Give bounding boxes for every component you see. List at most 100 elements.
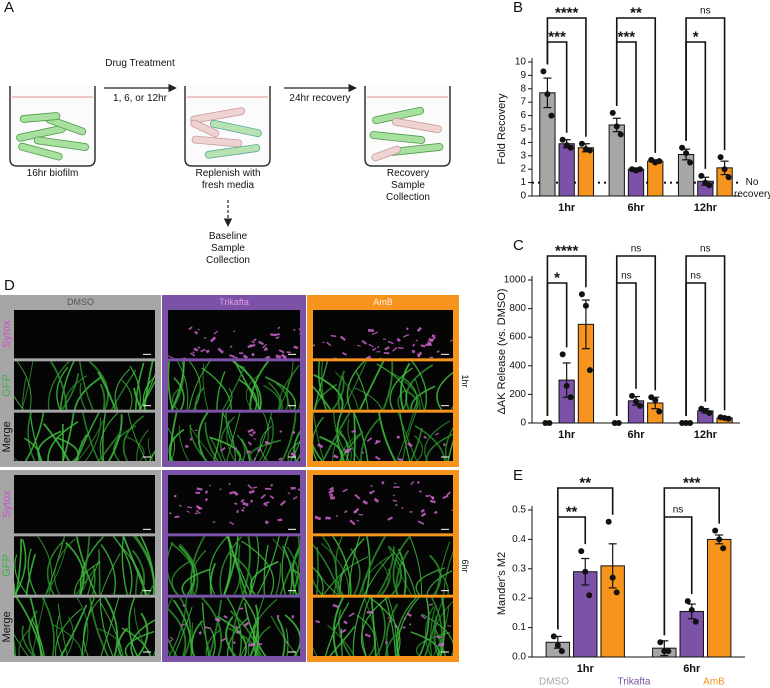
sytox-signal [392, 494, 396, 497]
micrograph-content [168, 361, 300, 410]
hypha [18, 628, 31, 657]
hypha [229, 610, 261, 657]
sytox-signal [277, 518, 283, 522]
data-point [546, 420, 553, 426]
hypha [384, 597, 397, 657]
hypha [100, 544, 116, 595]
reference-label: No recovery [734, 176, 770, 200]
hypha [376, 363, 408, 410]
data-point [712, 527, 719, 534]
legend-entry: DMSO [539, 677, 569, 688]
sytox-signal [417, 520, 425, 525]
data-point [725, 174, 732, 181]
panel-label: C [513, 237, 524, 254]
sytox-signal [397, 458, 403, 461]
sytox-signal [173, 494, 177, 498]
sytox-signal [325, 516, 331, 520]
hypha [397, 389, 406, 410]
sytox-signal [275, 354, 282, 359]
sytox-signal [361, 451, 365, 454]
significance-label: ns [673, 505, 684, 516]
sytox-signal [374, 455, 381, 461]
sytox-signal [351, 429, 356, 433]
hypha [100, 553, 121, 595]
hypha [127, 412, 148, 461]
sytox-signal [208, 484, 212, 487]
y-tick-label: 10 [515, 57, 527, 68]
hypha [75, 412, 100, 461]
hypha [313, 416, 324, 461]
hypha [142, 375, 155, 410]
micrograph [168, 412, 300, 461]
sytox-signal [423, 435, 427, 439]
sytox-signal [246, 450, 251, 454]
data-point [706, 409, 713, 416]
hypha [82, 412, 100, 461]
sytox-signal [349, 519, 356, 526]
hypha [263, 545, 269, 595]
sytox-signal [210, 336, 217, 343]
sytox-signal [197, 328, 200, 331]
hypha [216, 615, 248, 657]
sytox-signal [406, 327, 409, 330]
sytox-signal [407, 442, 413, 448]
hypha [436, 371, 453, 410]
micrograph-content [313, 412, 453, 461]
sytox-signal [381, 481, 385, 484]
bracket [615, 17, 657, 153]
micrograph-content [313, 597, 453, 657]
sytox-signal [253, 338, 257, 342]
hypha [200, 597, 223, 657]
y-tick-label: 6 [520, 110, 526, 121]
sytox-signal [251, 352, 255, 357]
hypha [194, 386, 205, 410]
hypha [281, 536, 289, 595]
sytox-signal [392, 346, 398, 352]
hypha [435, 568, 449, 595]
hypha [389, 367, 413, 410]
hypha [275, 562, 282, 595]
data-point [586, 592, 593, 599]
sytox-signal [189, 437, 193, 441]
hypha [282, 545, 293, 595]
sytox-signal [333, 357, 337, 359]
step-label: Drug Treatment [105, 58, 175, 69]
hypha [263, 384, 282, 410]
data-point [567, 394, 574, 401]
sytox-signal [339, 335, 346, 342]
hypha [89, 597, 109, 657]
sytox-signal [242, 354, 249, 359]
step-label: 16hr biofilm [26, 168, 79, 179]
y-tick-label: 0.4 [512, 534, 526, 545]
sytox-signal [420, 512, 427, 518]
sytox-signal [343, 620, 348, 625]
bar [647, 160, 664, 197]
sytox-signal [403, 617, 406, 620]
sytox-signal [241, 509, 245, 512]
hypha [313, 543, 340, 595]
bracket [546, 255, 587, 416]
significance-label: ** [566, 504, 578, 521]
hypha [52, 624, 83, 657]
hypha [337, 370, 346, 410]
sytox-signal [341, 352, 347, 356]
sytox-signal [204, 498, 209, 502]
bracket [557, 487, 614, 630]
sytox-signal [395, 504, 398, 507]
hypha [114, 368, 131, 410]
hypha [284, 614, 300, 657]
sytox-signal [382, 338, 387, 340]
sytox-signal [242, 507, 246, 509]
hypha [209, 627, 216, 657]
significance-label: **** [555, 5, 579, 22]
data-point [706, 182, 713, 189]
hypha [56, 366, 69, 410]
y-tick-label: 8 [520, 83, 526, 94]
sytox-signal [437, 642, 445, 647]
data-point [687, 159, 694, 166]
sytox-signal [425, 494, 429, 498]
sytox-signal [373, 497, 380, 503]
hypha [278, 378, 290, 410]
sytox-signal [270, 333, 277, 337]
micrograph-content [169, 482, 300, 526]
